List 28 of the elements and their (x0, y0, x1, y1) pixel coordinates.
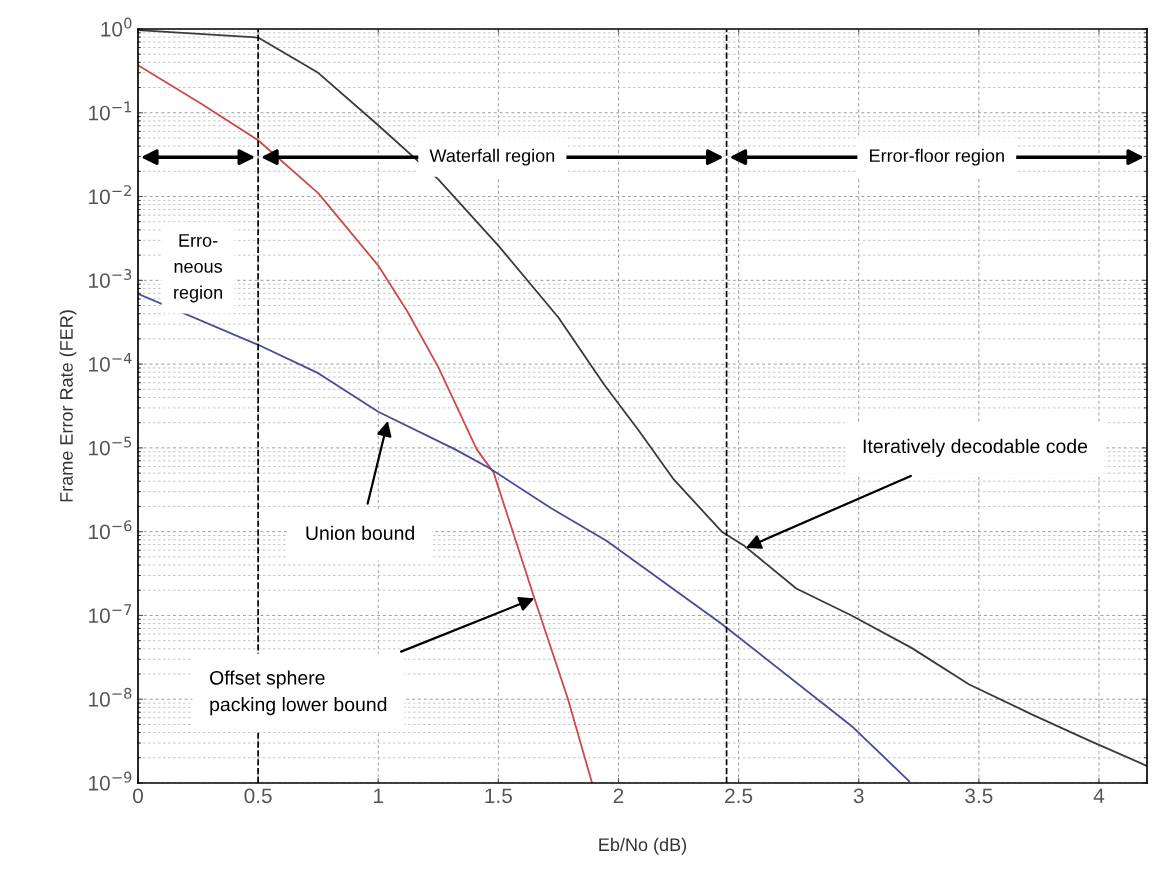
annotation: Union bound (306, 525, 414, 540)
x-tick-label: 2.5 (725, 788, 753, 804)
y-tick-label: 10$^{−1}$ (89, 101, 132, 121)
annotation: Offset sphere packing lower bound (210, 670, 387, 716)
x-tick-label: 1 (374, 788, 384, 803)
line-series (138, 64, 593, 783)
y-tick-label: 10$^{−4}$ (89, 352, 132, 372)
x-tick-label: 3 (853, 788, 864, 804)
annotation: Error-floor region (870, 148, 1004, 166)
annotation: Iteratively decodable code (863, 438, 1088, 457)
y-tick-label: 10$^{−5}$ (89, 436, 132, 456)
x-tick-label: 1.5 (485, 788, 512, 804)
y-axis-title: Frame Error Rate (FER) (59, 310, 77, 502)
x-tick-label: 4 (1093, 788, 1105, 803)
y-tick-label: 10$^{−6}$ (89, 520, 132, 540)
x-axis-title: Eb/No (dB) (599, 837, 687, 855)
y-tick-label: 10$^{−2}$ (89, 185, 131, 205)
x-tick-label: 0 (133, 788, 143, 804)
x-tick-label: 0.5 (244, 788, 272, 804)
y-tick-label: 10$^{0}$ (101, 17, 132, 37)
y-tick-label: 10$^{−8}$ (89, 687, 132, 707)
annotation: Waterfall region (429, 148, 555, 166)
x-tick-label: 3.5 (965, 788, 993, 804)
y-tick-label: 10$^{−3}$ (89, 268, 132, 288)
y-tick-label: 10$^{−9}$ (89, 771, 132, 791)
annotation: Erro- neous region (174, 234, 223, 303)
x-tick-label: 2 (613, 788, 624, 803)
y-tick-label: 10$^{−7}$ (89, 604, 132, 624)
